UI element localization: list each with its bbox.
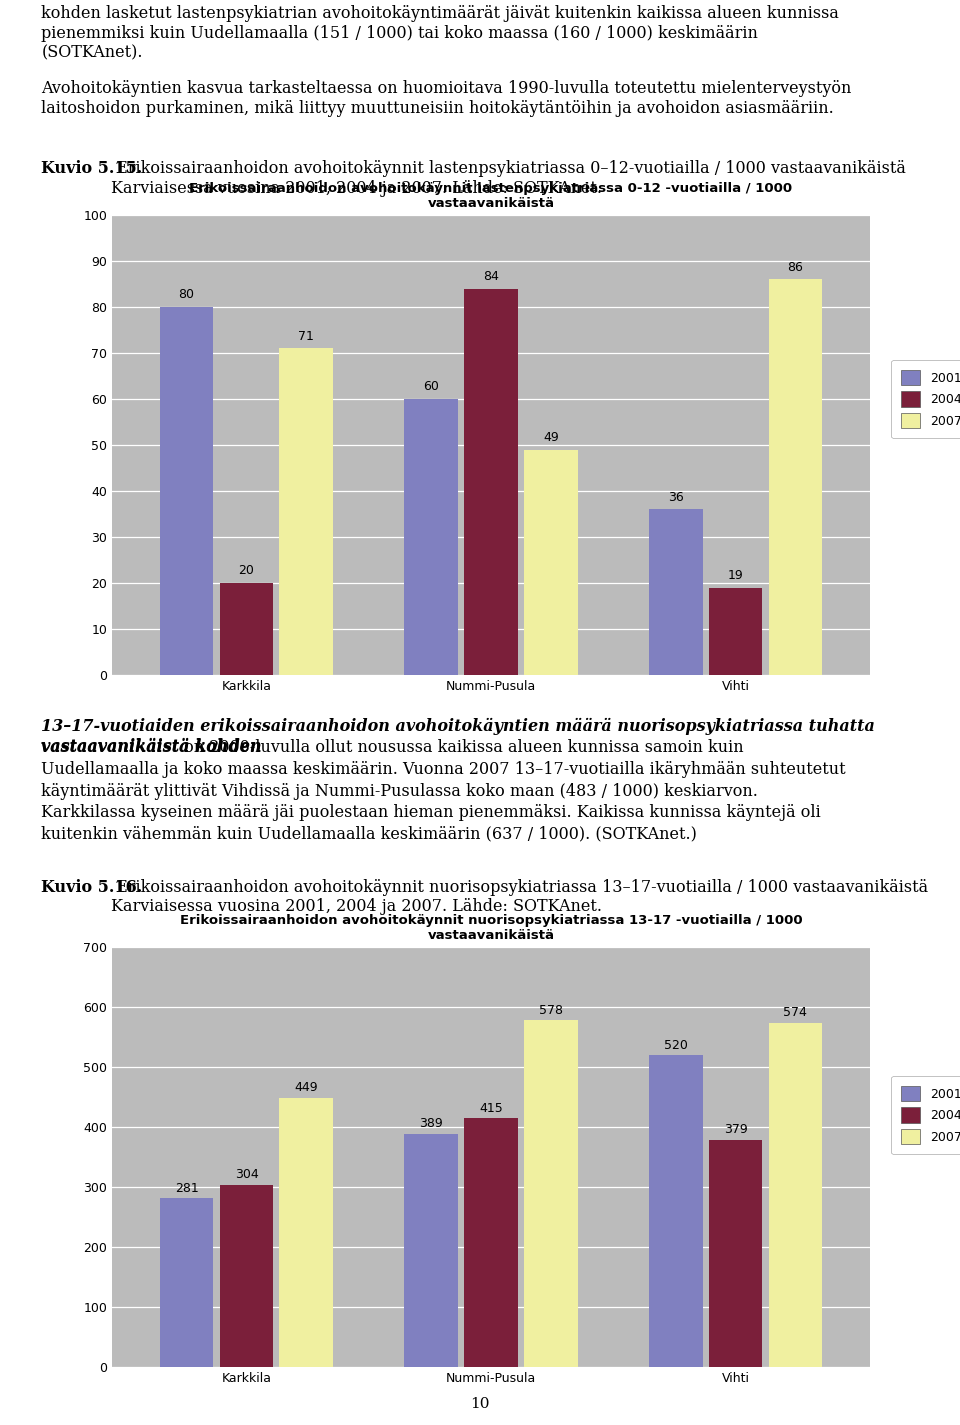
Text: 80: 80 bbox=[179, 288, 195, 302]
Text: 84: 84 bbox=[483, 271, 499, 284]
Text: 379: 379 bbox=[724, 1123, 748, 1136]
Legend: 2001, 2004, 2007: 2001, 2004, 2007 bbox=[892, 1076, 960, 1154]
Text: käyntimäärät ylittivät Vihdissä ja Nummi-Pusulassa koko maan (483 / 1000) keskia: käyntimäärät ylittivät Vihdissä ja Nummi… bbox=[41, 782, 758, 799]
Text: 86: 86 bbox=[787, 261, 804, 274]
Text: 20: 20 bbox=[238, 564, 254, 577]
Bar bbox=[464, 1119, 517, 1367]
Title: Erikoissairaanhoidon avohoitokäynnit lastenpsykiatriassa 0-12 -vuotiailla / 1000: Erikoissairaanhoidon avohoitokäynnit las… bbox=[189, 181, 793, 209]
Bar bbox=[649, 1054, 703, 1367]
Bar bbox=[220, 583, 274, 675]
Text: vastaavanikäistä kohden: vastaavanikäistä kohden bbox=[41, 740, 262, 757]
Bar bbox=[769, 279, 823, 675]
Text: 60: 60 bbox=[423, 380, 439, 393]
Text: Kuvio 5.15.: Kuvio 5.15. bbox=[41, 160, 142, 177]
Bar bbox=[159, 306, 213, 675]
Text: 389: 389 bbox=[420, 1117, 443, 1130]
Text: Erikoissairaanhoidon avohoitokäynnit lastenpsykiatriassa 0–12-vuotiailla / 1000 : Erikoissairaanhoidon avohoitokäynnit las… bbox=[110, 160, 905, 197]
Text: 304: 304 bbox=[234, 1168, 258, 1181]
Bar bbox=[220, 1184, 274, 1367]
Text: 19: 19 bbox=[728, 569, 743, 581]
Bar bbox=[464, 289, 517, 675]
Bar bbox=[279, 1097, 333, 1367]
Text: 520: 520 bbox=[663, 1039, 687, 1052]
Bar bbox=[279, 348, 333, 675]
Text: Erikoissairaanhoidon avohoitokäynnit nuorisopsykiatriassa 13–17-vuotiailla / 100: Erikoissairaanhoidon avohoitokäynnit nuo… bbox=[110, 878, 928, 915]
Bar bbox=[524, 450, 578, 675]
Text: Karkkilassa kyseinen määrä jäi puolestaan hieman pienemmäksi. Kaikissa kunnissa : Karkkilassa kyseinen määrä jäi puolestaa… bbox=[41, 804, 821, 821]
Bar bbox=[708, 1140, 762, 1367]
Bar bbox=[404, 1134, 458, 1367]
Text: 49: 49 bbox=[543, 432, 559, 445]
Bar bbox=[649, 509, 703, 675]
Text: Kuvio 5.16.: Kuvio 5.16. bbox=[41, 878, 142, 895]
Text: 574: 574 bbox=[783, 1006, 807, 1019]
Legend: 2001, 2004, 2007: 2001, 2004, 2007 bbox=[892, 361, 960, 437]
Text: on 2000-luvulla ollut nousussa kaikissa alueen kunnissa samoin kuin: on 2000-luvulla ollut nousussa kaikissa … bbox=[179, 740, 743, 757]
Text: 36: 36 bbox=[668, 490, 684, 504]
Text: Uudellamaalla ja koko maassa keskimäärin. Vuonna 2007 13–17-vuotiailla ikäryhmää: Uudellamaalla ja koko maassa keskimäärin… bbox=[41, 761, 846, 778]
Text: 415: 415 bbox=[479, 1102, 503, 1114]
Text: 281: 281 bbox=[175, 1183, 199, 1196]
Bar bbox=[708, 587, 762, 675]
Title: Erikoissairaanhoidon avohoitokäynnit nuorisopsykiatriassa 13-17 -vuotiailla / 10: Erikoissairaanhoidon avohoitokäynnit nuo… bbox=[180, 913, 803, 942]
Text: 10: 10 bbox=[470, 1396, 490, 1411]
Text: 449: 449 bbox=[295, 1082, 318, 1094]
Text: kohden lasketut lastenpsykiatrian avohoitokäyntimäärät jäivät kuitenkin kaikissa: kohden lasketut lastenpsykiatrian avohoi… bbox=[41, 6, 839, 61]
Bar bbox=[159, 1198, 213, 1367]
Text: 578: 578 bbox=[539, 1003, 563, 1017]
Text: 71: 71 bbox=[299, 329, 314, 343]
Text: kuitenkin vähemmän kuin Uudellamaalla keskimäärin (637 / 1000). (SOTKAnet.): kuitenkin vähemmän kuin Uudellamaalla ke… bbox=[41, 825, 697, 842]
Bar bbox=[404, 399, 458, 675]
Text: 13–17-vuotiaiden erikoissairaanhoidon avohoitokäyntien määrä nuorisopsykiatriass: 13–17-vuotiaiden erikoissairaanhoidon av… bbox=[41, 718, 876, 755]
Bar bbox=[524, 1020, 578, 1367]
Text: Avohoitokäyntien kasvua tarkasteltaessa on huomioitava 1990-luvulla toteutettu m: Avohoitokäyntien kasvua tarkasteltaessa … bbox=[41, 80, 852, 117]
Bar bbox=[769, 1023, 823, 1367]
